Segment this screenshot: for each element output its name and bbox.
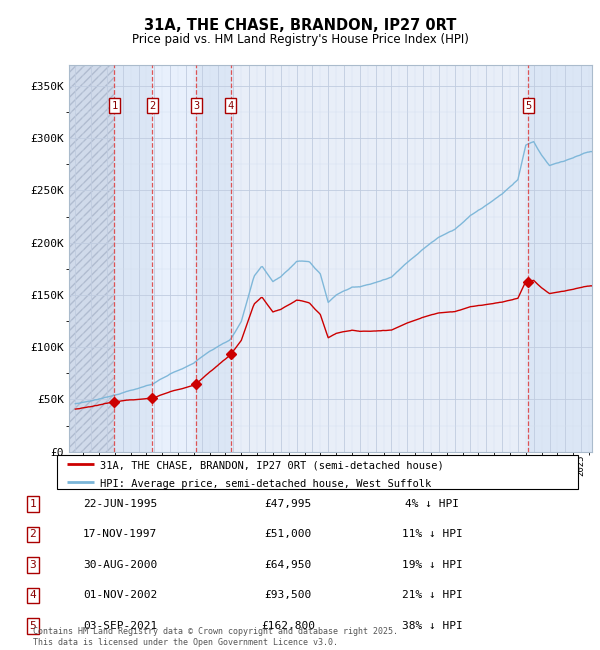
Text: 3: 3 [29,560,37,570]
Text: 4: 4 [29,590,37,601]
Text: 5: 5 [526,101,532,111]
Text: 3: 3 [193,101,200,111]
Text: 4: 4 [227,101,234,111]
Text: Price paid vs. HM Land Registry's House Price Index (HPI): Price paid vs. HM Land Registry's House … [131,32,469,46]
Text: £51,000: £51,000 [265,529,311,539]
Text: 31A, THE CHASE, BRANDON, IP27 0RT: 31A, THE CHASE, BRANDON, IP27 0RT [144,18,456,33]
Text: 1: 1 [111,101,118,111]
Text: 38% ↓ HPI: 38% ↓ HPI [401,621,463,631]
Text: £64,950: £64,950 [265,560,311,570]
Text: 4% ↓ HPI: 4% ↓ HPI [405,499,459,509]
Text: 21% ↓ HPI: 21% ↓ HPI [401,590,463,601]
Text: 30-AUG-2000: 30-AUG-2000 [83,560,157,570]
Text: 2: 2 [29,529,37,539]
Bar [152,65,196,452]
Text: Contains HM Land Registry data © Crown copyright and database right 2025.
This d: Contains HM Land Registry data © Crown c… [33,627,398,647]
Text: 5: 5 [29,621,37,631]
Text: 22-JUN-1995: 22-JUN-1995 [83,499,157,509]
FancyBboxPatch shape [56,455,578,489]
Text: 31A, THE CHASE, BRANDON, IP27 0RT (semi-detached house): 31A, THE CHASE, BRANDON, IP27 0RT (semi-… [100,460,444,470]
Text: £162,800: £162,800 [261,621,315,631]
Text: £47,995: £47,995 [265,499,311,509]
Bar [529,65,592,452]
Text: 03-SEP-2021: 03-SEP-2021 [83,621,157,631]
Bar [69,65,115,452]
Text: 1: 1 [29,499,37,509]
Text: 19% ↓ HPI: 19% ↓ HPI [401,560,463,570]
Text: 17-NOV-1997: 17-NOV-1997 [83,529,157,539]
Text: 01-NOV-2002: 01-NOV-2002 [83,590,157,601]
Text: £93,500: £93,500 [265,590,311,601]
Text: HPI: Average price, semi-detached house, West Suffolk: HPI: Average price, semi-detached house,… [100,479,432,489]
Text: 2: 2 [149,101,155,111]
Bar [115,65,152,452]
Bar [196,65,231,452]
Text: 11% ↓ HPI: 11% ↓ HPI [401,529,463,539]
